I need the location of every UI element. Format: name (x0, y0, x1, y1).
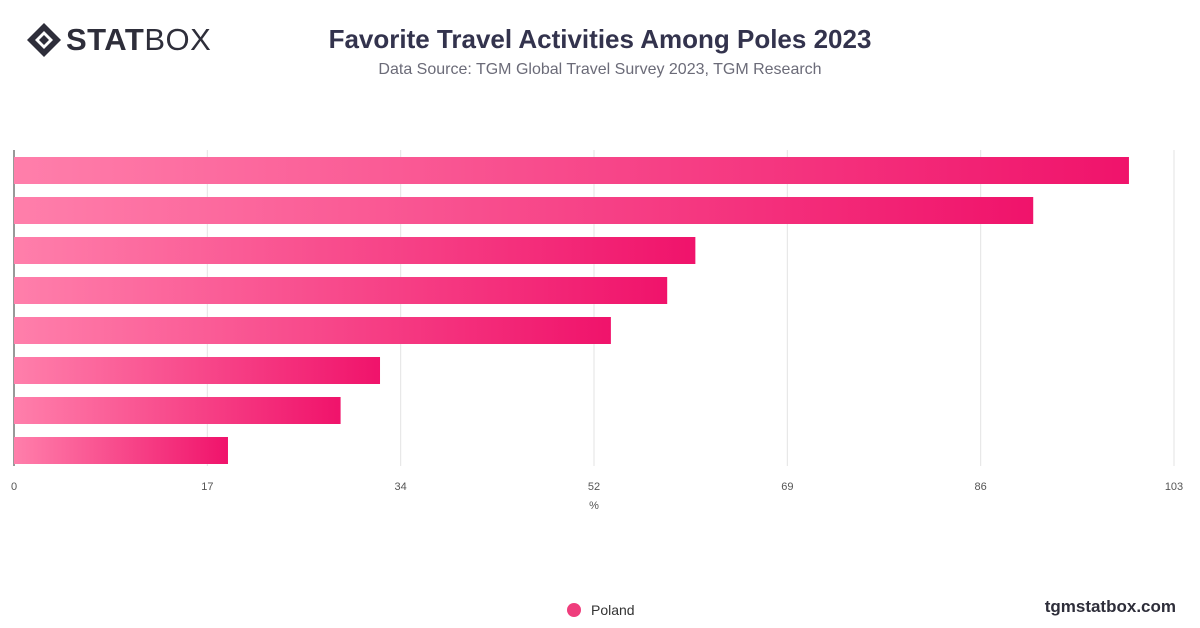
statbox-diamond-icon (27, 23, 61, 57)
bar-1[interactable] (14, 157, 1129, 184)
bar-6[interactable] (14, 357, 381, 384)
bar-4[interactable] (14, 277, 668, 304)
x-tick-label: 34 (395, 481, 407, 493)
legend-label-poland: Poland (591, 602, 635, 618)
bar-3[interactable] (14, 237, 696, 264)
bar-2[interactable] (14, 197, 1034, 224)
x-axis-ticks: 0 17 34 52 69 86 103 (11, 481, 1183, 493)
chart-title: Favorite Travel Activities Among Poles 2… (328, 24, 872, 54)
x-axis-label: % (589, 500, 599, 512)
logo-text-strong: STAT (66, 22, 145, 57)
logo-wordmark: STATBOX (66, 22, 211, 58)
bar-7[interactable] (14, 397, 341, 424)
statbox-logo: STATBOX (26, 22, 211, 58)
website-watermark: tgmstatbox.com (1044, 597, 1176, 616)
bar-8[interactable] (14, 437, 228, 464)
bars (14, 157, 1129, 464)
bar-5[interactable] (14, 317, 611, 344)
x-tick-label: 17 (201, 481, 213, 493)
x-tick-label: 103 (1165, 481, 1183, 493)
legend-marker-poland (567, 603, 581, 617)
legend[interactable]: Poland (567, 602, 635, 618)
logo-text-light: BOX (144, 22, 212, 57)
chart-subtitle: Data Source: TGM Global Travel Survey 20… (378, 61, 822, 78)
x-tick-label: 69 (781, 481, 793, 493)
x-tick-label: 52 (588, 481, 600, 493)
x-tick-label: 86 (975, 481, 987, 493)
x-tick-label: 0 (11, 481, 17, 493)
